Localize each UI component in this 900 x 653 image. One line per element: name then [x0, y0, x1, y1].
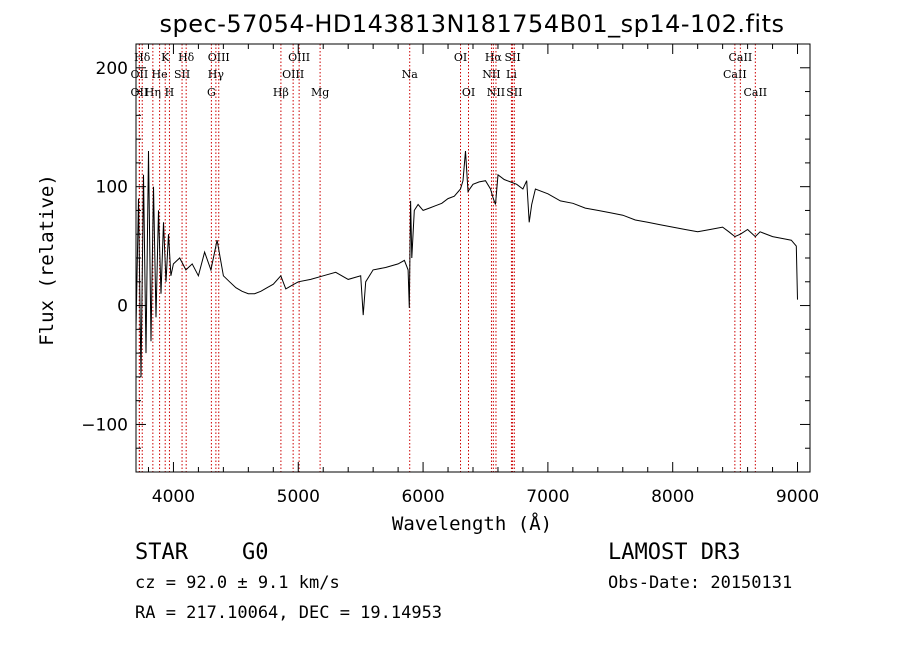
ra-dec: RA = 217.10064, DEC = 19.14953 — [135, 603, 443, 623]
marker-label: Hδ — [178, 51, 195, 64]
chart-title: spec-57054-HD143813N181754B01_sp14-102.f… — [160, 10, 785, 38]
x-axis-label: Wavelength (Å) — [392, 512, 552, 535]
marker-label: H — [165, 86, 175, 99]
series-line — [135, 150, 798, 377]
x-tick-label: 6000 — [401, 487, 444, 507]
y-tick-label: 200 — [96, 59, 128, 79]
plot-frame — [135, 43, 811, 473]
marker-label: Mg — [311, 86, 329, 99]
survey-label: LAMOST DR3 — [608, 540, 741, 565]
marker-label: Hη — [145, 86, 161, 99]
cz-value: cz = 92.0 ± 9.1 km/s — [135, 573, 340, 593]
axes: 4000 5000 6000 7000 8000 9000 −100 0 100 200 — [81, 43, 819, 507]
marker-label: CaII — [729, 51, 753, 64]
marker-label: CaII — [743, 86, 767, 99]
marker-label: Na — [402, 68, 419, 81]
marker-label: OII — [131, 86, 149, 99]
marker-label: Hγ — [208, 68, 225, 81]
marker-label: OI — [462, 86, 475, 99]
object-class: STAR — [135, 540, 188, 565]
marker-label: SII — [174, 68, 190, 81]
marker-label: K — [161, 51, 170, 64]
x-tick-label: 9000 — [776, 487, 819, 507]
y-tick-label: 100 — [96, 178, 128, 198]
marker-label: Li — [506, 68, 517, 81]
marker-label: Hα — [485, 51, 503, 64]
marker-label: SII — [506, 86, 522, 99]
object-subclass: G0 — [242, 540, 269, 565]
x-tick-label: 4000 — [152, 487, 195, 507]
marker-label: OIII — [282, 68, 304, 81]
marker-label: CaII — [723, 68, 747, 81]
marker-label: SII — [504, 51, 520, 64]
x-tick-label: 5000 — [277, 487, 320, 507]
marker-label: He — [152, 68, 168, 81]
y-tick-label: 0 — [117, 297, 128, 317]
marker-label: OII — [131, 68, 149, 81]
y-axis-label: Flux (relative) — [36, 174, 58, 346]
marker-label: G — [207, 86, 216, 99]
series-layer — [135, 150, 798, 377]
marker-label: OI — [454, 51, 467, 64]
marker-label: Hδ — [134, 51, 151, 64]
x-tick-label: 7000 — [526, 487, 569, 507]
marker-label: NII — [487, 86, 505, 99]
x-tick-label: 8000 — [651, 487, 694, 507]
y-tick-label: −100 — [81, 415, 128, 435]
obs-date: Obs-Date: 20150131 — [608, 573, 793, 593]
marker-label: OIII — [208, 51, 230, 64]
marker-label: NII — [482, 68, 500, 81]
marker-label: OIII — [288, 51, 310, 64]
marker-label: Hβ — [273, 86, 289, 99]
